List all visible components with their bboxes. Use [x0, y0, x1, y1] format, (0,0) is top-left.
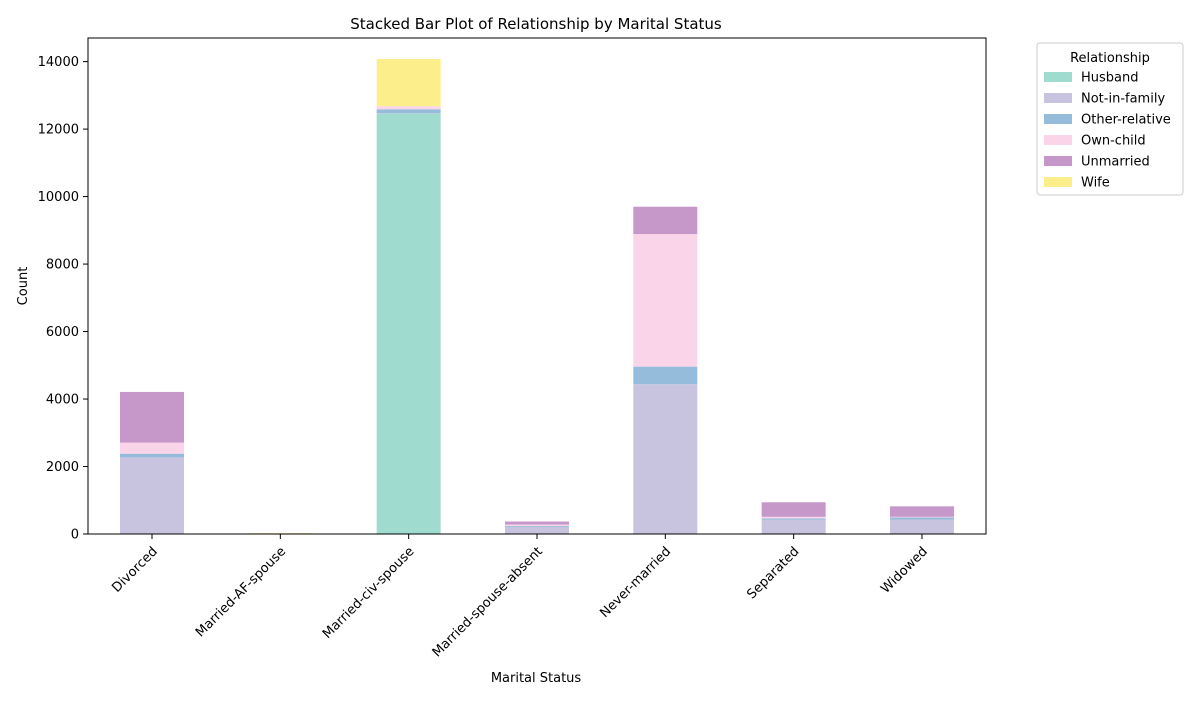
legend-label-husband: Husband	[1081, 71, 1139, 86]
bar-segment-other-relative-divorced	[120, 454, 184, 458]
x-axis: Divorced Married-AF-spouse Married-civ-spo…	[109, 534, 930, 660]
x-tick-label: Widowed	[878, 544, 931, 597]
y-tick-label: 6000	[46, 325, 79, 340]
bars-layer	[120, 59, 954, 534]
bar-segment-not-in-family-married-civ-spouse	[377, 113, 441, 114]
bar-segment-own-child-divorced	[120, 443, 184, 454]
legend-swatch-other-relative	[1044, 114, 1072, 124]
y-tick-label: 12000	[38, 123, 79, 138]
y-tick-label: 10000	[38, 190, 79, 205]
legend-label-unmarried: Unmarried	[1081, 155, 1150, 170]
x-tick-label: Separated	[744, 544, 802, 602]
legend-label-own-child: Own-child	[1081, 134, 1146, 149]
bar-segment-unmarried-widowed	[890, 506, 954, 516]
x-tick-label: Divorced	[109, 544, 160, 595]
bar-segment-own-child-married-civ-spouse	[377, 106, 441, 109]
legend-swatch-own-child	[1044, 135, 1072, 145]
legend-swatch-husband	[1044, 72, 1072, 82]
bar-segment-other-relative-widowed	[890, 517, 954, 519]
plot-area-frame	[88, 38, 986, 534]
bar-segment-unmarried-never-married	[633, 207, 697, 234]
x-tick-label: Married-civ-spouse	[320, 544, 418, 642]
bar-segment-own-child-widowed	[890, 517, 954, 518]
legend-swatch-wife	[1044, 177, 1072, 187]
bar-segment-wife-married-civ-spouse	[377, 59, 441, 106]
bar-segment-own-child-separated	[762, 517, 826, 519]
x-axis-label: Marital Status	[491, 671, 582, 686]
bar-segment-unmarried-divorced	[120, 392, 184, 443]
y-tick-label: 0	[71, 528, 79, 543]
legend-label-wife: Wife	[1081, 176, 1110, 191]
legend-swatch-not-in-family	[1044, 93, 1072, 103]
legend-label-other-relative: Other-relative	[1081, 113, 1171, 128]
bar-segment-other-relative-married-spouse-absent	[505, 526, 569, 527]
x-tick-label: Married-spouse-absent	[430, 544, 546, 660]
y-tick-label: 14000	[38, 55, 79, 70]
x-tick-label: Never-married	[597, 544, 674, 621]
legend-swatch-unmarried	[1044, 156, 1072, 166]
bar-segment-own-child-never-married	[633, 234, 697, 367]
bar-segment-other-relative-married-civ-spouse	[377, 109, 441, 113]
bar-segment-not-in-family-separated	[762, 520, 826, 534]
y-axis-label: Count	[16, 267, 31, 306]
chart-title: Stacked Bar Plot of Relationship by Mari…	[350, 15, 722, 33]
y-tick-label: 4000	[46, 393, 79, 408]
bar-segment-unmarried-married-spouse-absent	[505, 522, 569, 525]
bar-segment-unmarried-separated	[762, 502, 826, 517]
bar-segment-not-in-family-never-married	[633, 384, 697, 534]
bar-segment-other-relative-separated	[762, 518, 826, 519]
bar-segment-not-in-family-widowed	[890, 519, 954, 534]
y-axis: 0 2000 4000 6000 8000 10000 12000 14000	[38, 55, 88, 542]
legend-title: Relationship	[1070, 51, 1150, 66]
y-tick-label: 2000	[46, 460, 79, 475]
legend-label-not-in-family: Not-in-family	[1081, 92, 1165, 107]
bar-segment-own-child-married-spouse-absent	[505, 525, 569, 526]
legend: Relationship Husband Not-in-family Other-r…	[1037, 43, 1183, 195]
bar-segment-other-relative-never-married	[633, 367, 697, 385]
bar-segment-husband-married-civ-spouse	[377, 114, 441, 534]
bar-segment-not-in-family-married-spouse-absent	[505, 527, 569, 534]
x-tick-label: Married-AF-spouse	[193, 544, 289, 640]
y-tick-label: 8000	[46, 258, 79, 273]
bar-segment-not-in-family-divorced	[120, 457, 184, 534]
